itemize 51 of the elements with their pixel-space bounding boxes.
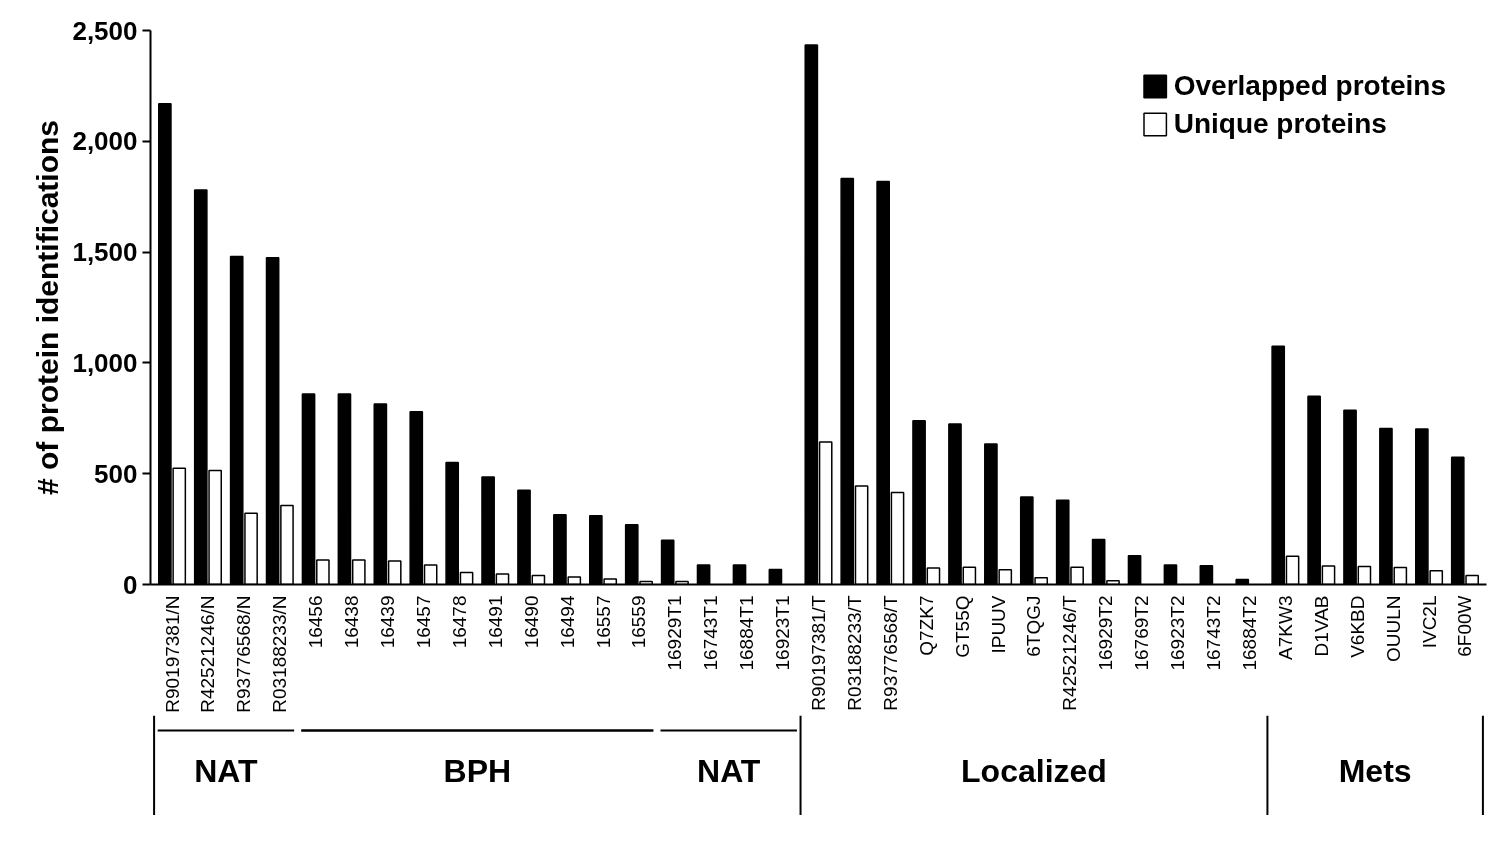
- legend-label: Overlapped proteins: [1173, 70, 1446, 102]
- y-tick-label: 2,000: [72, 126, 138, 157]
- y-axis-title: # of protein identifications: [31, 119, 65, 496]
- x-tick-label: R90197381/T: [808, 595, 829, 711]
- x-tick-label: 16743T1: [700, 595, 722, 671]
- x-tick-label: Q7ZK7: [915, 595, 937, 656]
- text: NAT: [194, 752, 259, 789]
- x-tick-label: R93776568/T: [879, 595, 901, 711]
- x-tick-label: 16457: [412, 595, 434, 649]
- text: Mets: [1338, 752, 1412, 789]
- y-tick-label: 1,000: [72, 347, 138, 378]
- x-tick-label: 16923T1: [772, 595, 794, 671]
- x-tick-label: 16884T2: [1238, 595, 1260, 671]
- y-tick-label: 1,500: [72, 237, 138, 268]
- text: Localized: [961, 752, 1107, 789]
- x-tick-label: R42521246/N: [197, 595, 219, 713]
- x-tick-label: 6TQGJ: [1023, 595, 1045, 657]
- x-tick-label: 16478: [448, 595, 470, 649]
- x-tick-label: A7KW3: [1274, 595, 1296, 660]
- y-tick-label: 0: [123, 569, 138, 600]
- x-tick-label: R93776568/N: [233, 595, 255, 713]
- x-tick-label: 16557: [592, 595, 614, 649]
- x-tick-label: R03188233/T: [843, 595, 865, 711]
- y-tick-label: 500: [94, 458, 138, 489]
- x-tick-label: IPUUV: [987, 595, 1009, 654]
- x-tick-label: 16456: [305, 595, 327, 649]
- x-tick-label: 16884T1: [736, 595, 758, 671]
- x-tick-label: 6F00W: [1454, 595, 1476, 657]
- x-tick-label: 16923T2: [1167, 595, 1189, 671]
- x-tick-label: 16743T2: [1203, 595, 1225, 671]
- text: NAT: [697, 752, 761, 789]
- x-tick-label: 16491: [484, 595, 506, 649]
- x-tick-label: 16929T2: [1095, 595, 1117, 671]
- text: BPH: [443, 752, 512, 789]
- x-tick-label: GT55Q: [951, 595, 973, 658]
- x-tick-label: R42521246/T: [1059, 595, 1081, 711]
- x-tick-label: IVC2L: [1418, 595, 1440, 649]
- x-tick-label: 16769T2: [1131, 595, 1153, 671]
- x-tick-label: 16494: [556, 595, 578, 649]
- legend-label: Unique proteins: [1173, 108, 1387, 140]
- x-tick-label: R03188233/N: [269, 595, 291, 713]
- x-tick-label: 16559: [628, 595, 650, 649]
- x-tick-label: 16490: [520, 595, 542, 649]
- y-tick-label: 2,500: [72, 15, 138, 46]
- x-tick-label: 16438: [341, 595, 363, 649]
- x-tick-label: 16439: [377, 595, 399, 649]
- x-tick-label: 16929T1: [664, 595, 686, 671]
- x-tick-label: D1VAB: [1310, 595, 1332, 657]
- x-tick-label: OUULN: [1382, 595, 1404, 663]
- x-tick-label: R90197381/N: [161, 595, 183, 713]
- x-tick-label: V6KBD: [1346, 595, 1368, 658]
